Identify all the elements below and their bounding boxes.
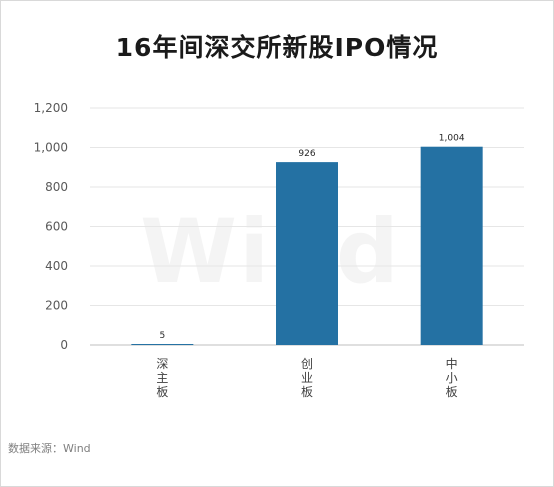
y-tick-label: 1,200: [34, 101, 68, 115]
source-note: 数据来源：Wind: [8, 442, 91, 455]
y-tick-label: 0: [60, 338, 68, 352]
y-tick-label: 800: [45, 180, 68, 194]
data-label: 926: [298, 149, 315, 159]
bar: [276, 162, 338, 345]
x-tick-label: 中小板: [446, 356, 458, 399]
bar: [131, 344, 194, 346]
chart-title: 16年间深交所新股IPO情况: [115, 33, 439, 62]
y-tick-label: 600: [45, 220, 68, 234]
data-label: 5: [159, 331, 165, 341]
y-tick-label: 400: [45, 259, 68, 273]
wind-watermark: Wind: [140, 200, 401, 303]
data-label: 1,004: [439, 134, 465, 144]
x-tick-label: 深主板: [156, 357, 168, 399]
y-tick-label: 1,000: [34, 141, 68, 155]
bar: [420, 146, 483, 345]
y-tick-label: 200: [45, 299, 68, 313]
x-tick-label: 创业板: [301, 357, 313, 399]
